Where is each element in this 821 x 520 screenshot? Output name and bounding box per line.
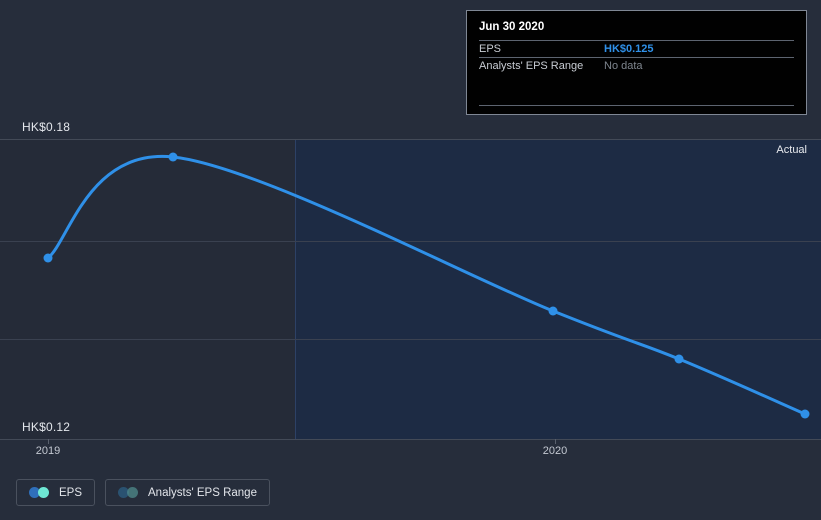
x-axis-label-2020: 2020	[542, 445, 568, 457]
forecast-divider	[295, 139, 296, 439]
legend-label-analysts-range: Analysts' EPS Range	[148, 486, 257, 499]
legend-item-analysts-range[interactable]: Analysts' EPS Range	[105, 479, 270, 506]
forecast-band	[295, 139, 821, 439]
plot-background	[0, 139, 821, 439]
tooltip-footer-divider	[479, 105, 794, 106]
legend-label-eps: EPS	[59, 486, 83, 499]
x-axis-label-2019: 2019	[35, 445, 61, 457]
x-tick-mark-2020	[555, 439, 556, 444]
tooltip-row-analysts-range: Analysts' EPS Range No data	[479, 57, 794, 74]
actual-annotation: Actual	[776, 144, 807, 156]
gridline-top	[0, 139, 821, 140]
tooltip-row-eps: EPS HK$0.125	[479, 40, 794, 57]
tooltip-value-analysts-range: No data	[604, 60, 643, 72]
x-tick-mark-2019	[48, 439, 49, 444]
tooltip-title: Jun 30 2020	[479, 21, 545, 33]
y-axis-label-top: HK$0.18	[22, 120, 71, 134]
analysts-range-series-icon	[118, 487, 139, 498]
tooltip-key-eps: EPS	[479, 43, 502, 55]
tooltip-value-eps: HK$0.125	[604, 43, 654, 55]
chart-legend: EPS Analysts' EPS Range	[16, 479, 270, 506]
eps-series-icon	[29, 487, 50, 498]
gridline-mid-lower	[0, 339, 821, 340]
axis-line-x	[0, 439, 821, 440]
y-axis-label-bottom: HK$0.12	[22, 420, 71, 434]
gridline-mid-upper	[0, 241, 821, 242]
chart-tooltip: Jun 30 2020 EPS HK$0.125 Analysts' EPS R…	[466, 10, 807, 115]
legend-item-eps[interactable]: EPS	[16, 479, 96, 506]
historical-band	[0, 139, 295, 439]
tooltip-key-analysts-range: Analysts' EPS Range	[479, 60, 584, 72]
